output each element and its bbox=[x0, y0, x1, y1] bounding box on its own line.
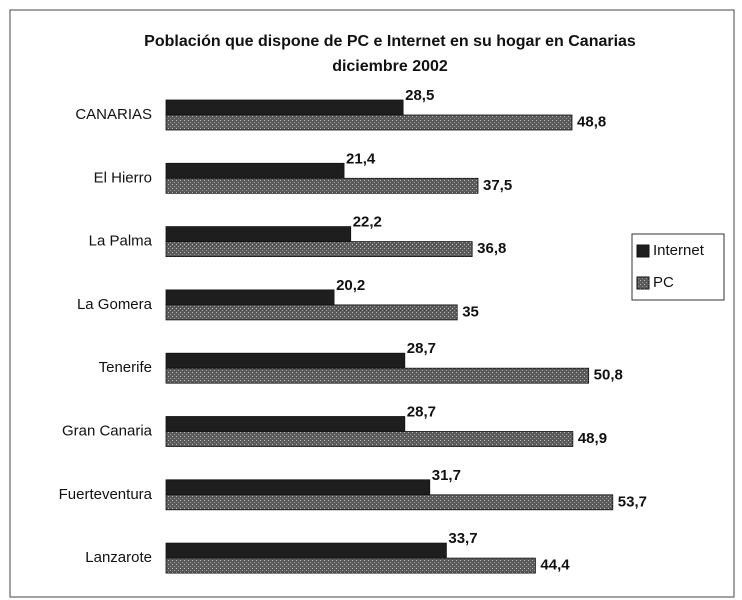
chart-title: Población que dispone de PC e Internet e… bbox=[144, 33, 636, 50]
value-label: 20,2 bbox=[336, 277, 365, 294]
bar bbox=[165, 177, 479, 194]
bar bbox=[165, 99, 404, 116]
bar bbox=[165, 241, 473, 258]
bar bbox=[165, 226, 352, 243]
legend-label: Internet bbox=[653, 242, 705, 259]
value-label: 33,7 bbox=[448, 530, 477, 547]
value-label: 21,4 bbox=[346, 150, 376, 167]
value-label: 22,2 bbox=[353, 214, 382, 231]
value-label: 37,5 bbox=[483, 177, 512, 194]
bar bbox=[165, 114, 573, 131]
bar bbox=[165, 416, 406, 432]
category-label: El Hierro bbox=[94, 169, 152, 186]
value-label: 31,7 bbox=[432, 467, 461, 484]
category-label: Fuerteventura bbox=[59, 486, 153, 503]
chart-subtitle: diciembre 2002 bbox=[332, 58, 448, 75]
value-label: 28,5 bbox=[405, 87, 434, 104]
value-label: 50,8 bbox=[594, 367, 623, 384]
legend-label: PC bbox=[653, 274, 674, 291]
value-label: 44,4 bbox=[540, 557, 570, 574]
bar bbox=[165, 431, 574, 447]
bar bbox=[165, 367, 590, 384]
category-label: La Gomera bbox=[77, 296, 153, 313]
bar bbox=[165, 289, 335, 306]
category-label: Gran Canaria bbox=[62, 422, 153, 439]
value-label: 36,8 bbox=[477, 240, 506, 257]
value-label: 53,7 bbox=[618, 493, 647, 510]
chart-frame bbox=[9, 9, 735, 598]
category-label: Lanzarote bbox=[85, 549, 152, 566]
legend-swatch bbox=[636, 276, 650, 290]
bar bbox=[165, 352, 406, 369]
category-label: CANARIAS bbox=[75, 106, 152, 123]
value-label: 48,8 bbox=[577, 113, 606, 130]
category-label: La Palma bbox=[89, 233, 153, 250]
bar bbox=[165, 304, 458, 321]
value-label: 35 bbox=[462, 303, 479, 320]
bar bbox=[165, 162, 345, 179]
bar bbox=[165, 542, 447, 559]
category-label: Tenerife bbox=[99, 359, 152, 376]
value-label: 28,7 bbox=[407, 340, 436, 357]
value-label: 28,7 bbox=[407, 403, 436, 420]
value-label: 48,9 bbox=[578, 430, 607, 447]
bar bbox=[165, 494, 614, 511]
bar bbox=[165, 479, 431, 496]
legend-swatch bbox=[636, 244, 650, 258]
bar bbox=[165, 557, 536, 574]
